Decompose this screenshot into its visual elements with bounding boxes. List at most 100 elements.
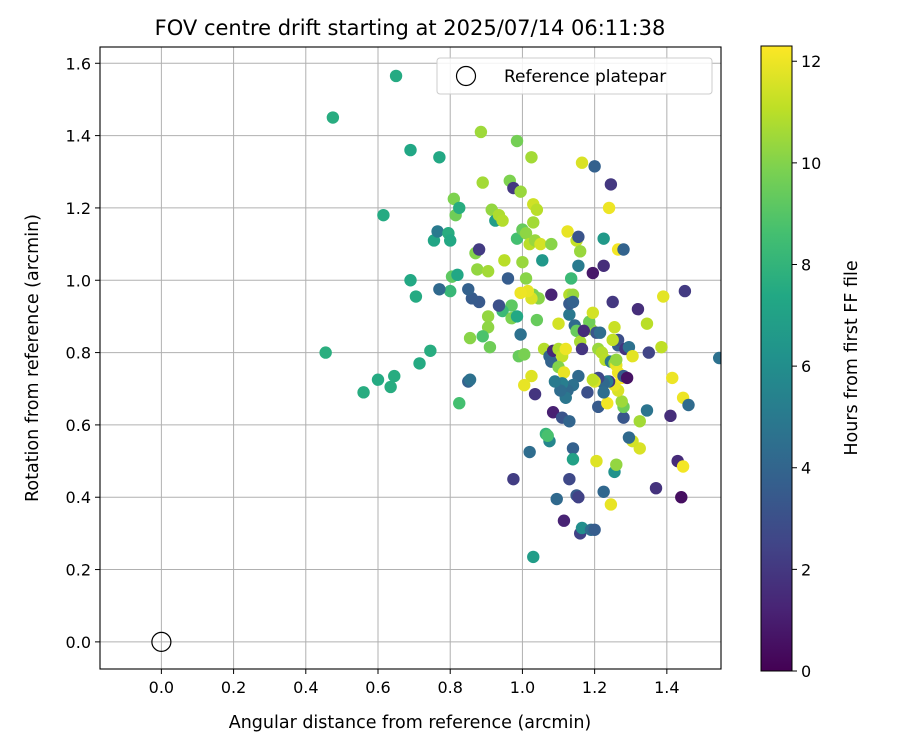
- data-point: [481, 321, 495, 334]
- data-point: [561, 225, 574, 238]
- data-point: [617, 243, 630, 256]
- data-point: [563, 415, 576, 428]
- data-point: [326, 111, 340, 124]
- legend-reference-marker: [455, 65, 477, 87]
- data-point: [664, 409, 677, 423]
- data-point: [541, 429, 554, 442]
- data-point: [657, 290, 670, 303]
- data-point: [453, 397, 466, 410]
- data-point: [572, 259, 585, 272]
- data-point: [536, 254, 549, 267]
- data-point: [615, 395, 628, 408]
- colorbar-tick-label: 6: [801, 357, 811, 376]
- data-point: [510, 310, 524, 323]
- data-point: [593, 326, 607, 339]
- data-point: [404, 274, 417, 287]
- data-point: [676, 460, 690, 473]
- data-point: [678, 284, 692, 298]
- data-point: [548, 375, 562, 388]
- data-point: [371, 373, 385, 386]
- data-points: [319, 69, 721, 564]
- data-point: [501, 272, 515, 285]
- y-axis-label: Rotation from reference (arcmin): [23, 214, 43, 502]
- data-point: [626, 349, 639, 363]
- data-point: [409, 290, 423, 303]
- data-point: [523, 445, 536, 459]
- data-point: [575, 342, 589, 356]
- data-point: [463, 331, 477, 345]
- colorbar-tick-label: 0: [801, 662, 811, 681]
- x-tick-label: 0.2: [221, 678, 246, 697]
- data-point: [597, 386, 610, 399]
- data-point: [530, 203, 544, 216]
- data-point: [559, 342, 572, 356]
- data-point: [572, 230, 585, 244]
- data-point: [389, 69, 403, 83]
- colorbar-tick-label: 4: [801, 459, 811, 478]
- data-point: [518, 378, 531, 392]
- data-point: [483, 340, 497, 354]
- data-point: [563, 308, 576, 321]
- data-point: [597, 232, 610, 245]
- data-point: [527, 550, 540, 564]
- data-point: [564, 272, 578, 285]
- data-point: [463, 373, 477, 386]
- data-point: [590, 454, 603, 468]
- data-point: [620, 371, 634, 385]
- data-point: [433, 283, 446, 296]
- data-point: [610, 353, 623, 367]
- data-point: [357, 386, 370, 399]
- colorbar-tick-label: 12: [801, 52, 821, 71]
- data-point: [552, 317, 565, 330]
- data-point: [510, 232, 524, 245]
- y-axis-ticks: 0.0 0.2 0.4 0.6 0.8 1.0 1.2 1.4 1.6: [66, 54, 100, 652]
- data-point: [453, 201, 466, 215]
- data-point: [534, 237, 547, 251]
- data-point: [566, 295, 580, 309]
- data-point: [472, 243, 486, 256]
- data-point: [545, 237, 558, 251]
- data-point: [622, 431, 636, 444]
- chart-title: FOV centre drift starting at 2025/07/14 …: [155, 16, 666, 40]
- data-point: [530, 313, 544, 327]
- data-point: [514, 286, 527, 300]
- y-tick-label: 0.0: [66, 633, 91, 652]
- data-point: [675, 491, 688, 504]
- colorbar: 0 2 4 6 8 10 12 Hours from first FF file: [760, 45, 862, 681]
- data-point: [642, 346, 655, 359]
- data-point: [514, 185, 527, 198]
- data-point: [563, 472, 576, 486]
- y-tick-label: 1.6: [66, 54, 91, 73]
- data-point: [597, 259, 610, 272]
- data-point: [481, 265, 495, 278]
- data-point: [604, 178, 618, 191]
- x-tick-label: 0.6: [365, 678, 390, 697]
- data-point: [597, 485, 610, 499]
- data-point: [640, 404, 654, 417]
- data-point: [554, 384, 567, 397]
- x-tick-label: 1.4: [654, 678, 679, 697]
- data-point: [444, 234, 457, 247]
- data-point: [474, 125, 488, 139]
- data-point: [608, 321, 621, 334]
- reference-point: [151, 631, 172, 652]
- data-point: [557, 366, 571, 379]
- data-point: [471, 263, 484, 276]
- data-point: [610, 458, 623, 471]
- colorbar-tick-label: 8: [801, 255, 811, 274]
- data-point: [514, 328, 527, 341]
- y-tick-label: 1.0: [66, 271, 91, 290]
- data-point: [424, 344, 437, 357]
- data-point: [525, 151, 538, 164]
- data-point: [481, 310, 495, 323]
- data-point: [586, 266, 600, 280]
- x-tick-label: 1.2: [582, 678, 607, 697]
- data-point: [433, 151, 446, 164]
- colorbar-ticks: 0 2 4 6 8 10 12: [792, 52, 821, 681]
- data-point: [572, 491, 585, 504]
- data-point: [388, 369, 401, 383]
- data-point: [545, 288, 558, 301]
- data-point: [577, 324, 591, 338]
- data-point: [586, 373, 600, 386]
